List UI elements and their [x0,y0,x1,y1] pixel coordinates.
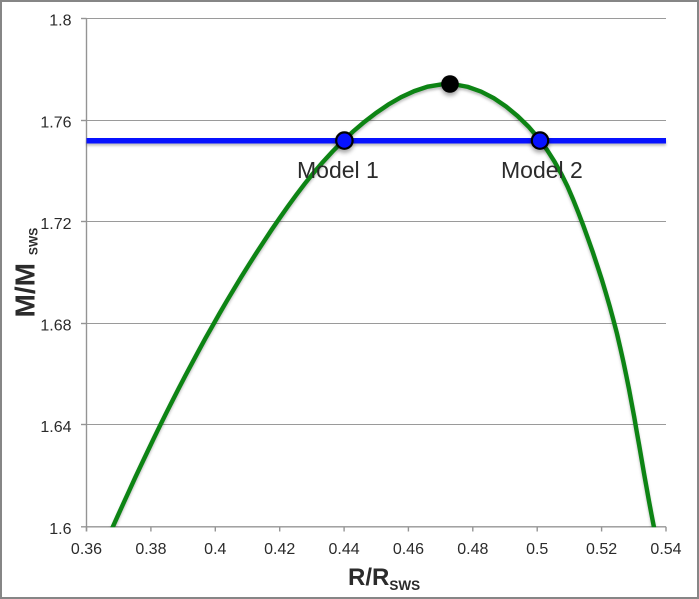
svg-text:1.72: 1.72 [40,216,71,233]
svg-text:0.54: 0.54 [650,541,681,558]
svg-text:0.5: 0.5 [526,541,548,558]
svg-text:0.4: 0.4 [204,541,226,558]
svg-text:1.68: 1.68 [40,318,71,335]
svg-text:Model 1: Model 1 [297,157,379,183]
svg-text:M/MSWS: M/MSWS [10,228,41,318]
svg-text:0.52: 0.52 [586,541,617,558]
svg-text:0.44: 0.44 [329,541,360,558]
svg-text:R/RSWS: R/RSWS [348,564,420,593]
svg-text:1.8: 1.8 [49,13,71,30]
svg-text:0.42: 0.42 [264,541,295,558]
svg-text:0.38: 0.38 [135,541,166,558]
svg-text:0.48: 0.48 [457,541,488,558]
svg-text:1.64: 1.64 [40,419,71,436]
svg-text:1.6: 1.6 [49,521,71,538]
svg-text:0.36: 0.36 [71,541,102,558]
svg-text:Model 2: Model 2 [501,157,583,183]
svg-text:0.46: 0.46 [393,541,424,558]
svg-text:1.76: 1.76 [40,114,71,131]
